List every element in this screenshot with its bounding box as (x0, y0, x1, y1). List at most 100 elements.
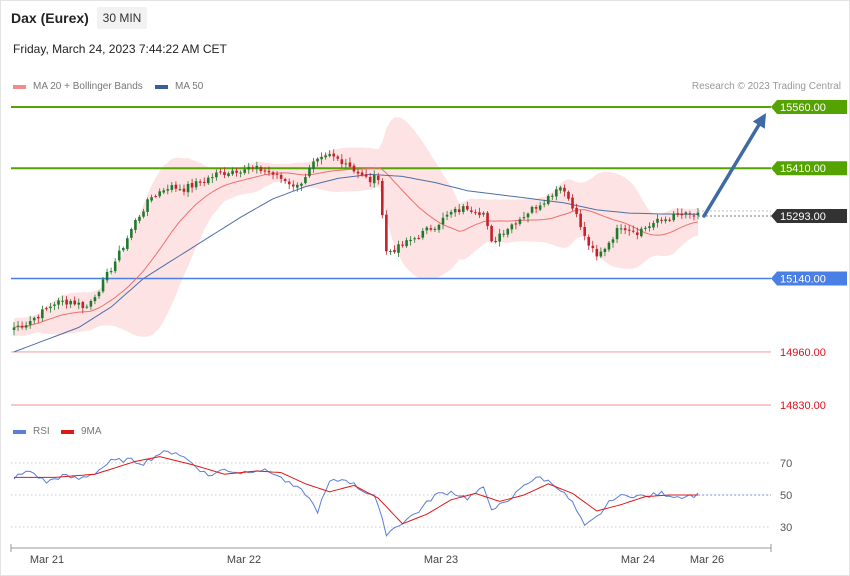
candle-body (587, 236, 591, 246)
credit-text: Research © 2023 Trading Central (691, 81, 841, 92)
candle-body (81, 302, 85, 309)
candle-body (219, 171, 222, 173)
candle-body (32, 317, 36, 321)
candle-body (648, 226, 651, 228)
candle-body (53, 304, 56, 306)
level-label-15410.00: 15410.00 (780, 163, 826, 175)
candle-body (498, 233, 501, 242)
candle-body (142, 211, 145, 217)
candle-body (45, 308, 48, 310)
candle-body (198, 181, 202, 183)
x-axis-label-mar-21: Mar 21 (30, 554, 64, 566)
candle-body (304, 177, 307, 184)
candle-body (360, 172, 364, 176)
candle-body (461, 206, 465, 212)
candle-body (623, 228, 627, 231)
candle-body (182, 188, 186, 192)
candle-body (352, 165, 356, 172)
candle-body (283, 179, 287, 181)
candle-body (696, 212, 700, 216)
legend-ma20-label: MA 20 + Bollinger Bands (33, 81, 143, 92)
candle-body (433, 228, 437, 230)
candle-body (259, 166, 263, 172)
level-label-14960.00: 14960.00 (780, 347, 826, 359)
candle-body (178, 189, 182, 191)
candle-body (202, 181, 206, 183)
level-label-14830.00: 14830.00 (780, 400, 826, 412)
candle-body (101, 279, 105, 292)
candle-body (312, 161, 315, 169)
candle-body (591, 245, 595, 249)
instrument-title: Dax (Eurex) (11, 10, 89, 26)
candle-body (348, 162, 352, 167)
ma50-line (13, 173, 699, 353)
candle-body (555, 189, 558, 197)
candle-body (227, 173, 230, 177)
candle-body (105, 271, 109, 281)
candle-body (174, 184, 178, 189)
candle-body (502, 233, 506, 235)
candle-body (518, 219, 522, 224)
candle-body (332, 153, 336, 157)
candle-body (12, 327, 16, 330)
candle-body (526, 213, 530, 218)
candle-body (401, 244, 404, 246)
candle-body (635, 232, 639, 235)
candle-body (376, 175, 380, 181)
candle-body (466, 205, 469, 210)
candle-body (676, 213, 680, 215)
bollinger-band (14, 117, 698, 337)
candle-body (611, 239, 615, 243)
candle-body (393, 249, 396, 253)
ma50-swatch (155, 84, 168, 89)
candle-body (328, 154, 331, 157)
rsi-swatch (13, 429, 26, 434)
candle-body (235, 170, 238, 173)
candle-body (571, 197, 574, 209)
candle-body (267, 170, 271, 173)
candle-body (522, 217, 526, 219)
candle-body (194, 181, 198, 188)
candle-body (158, 191, 162, 197)
candle-body (109, 271, 113, 273)
timeframe-button[interactable]: 30 MIN (97, 7, 147, 29)
candle-body (474, 212, 477, 214)
candle-body (206, 177, 210, 184)
candle-body (631, 230, 635, 232)
candle-body (510, 224, 514, 230)
candle-body (20, 325, 24, 328)
candle-body (36, 316, 40, 319)
x-axis-label-mar-26: Mar 26 (690, 554, 724, 566)
rsi-tick-50: 50 (780, 490, 792, 502)
candle-body (482, 212, 485, 215)
candle-body (308, 167, 311, 177)
candle-body (441, 217, 445, 225)
candle-body (425, 227, 429, 231)
candle-body (603, 248, 607, 253)
level-tag-15293.00 (771, 208, 847, 223)
candle-body (121, 248, 125, 251)
candle-body (660, 219, 663, 221)
candle-body (247, 166, 251, 170)
legend-rsi-ma: 9MA (61, 426, 102, 437)
level-tag-15410.00 (771, 161, 847, 176)
candle-body (138, 216, 141, 221)
timestamp: Friday, March 24, 2023 7:44:22 AM CET (13, 42, 227, 56)
candle-body (652, 223, 655, 228)
candle-body (126, 238, 129, 249)
candle-body (296, 184, 299, 188)
candle-body (223, 172, 226, 175)
candle-body (449, 211, 453, 215)
candle-body (385, 214, 388, 252)
ma20-swatch (13, 84, 26, 89)
candle-body (437, 224, 441, 230)
candle-body (538, 205, 542, 210)
candle-body (579, 213, 582, 228)
legend-rsi-label: RSI (33, 426, 50, 437)
candle-body (514, 223, 518, 225)
candle-body (607, 242, 611, 250)
candle-body (154, 196, 157, 198)
candle-body (150, 197, 153, 201)
candle-body (93, 297, 97, 302)
